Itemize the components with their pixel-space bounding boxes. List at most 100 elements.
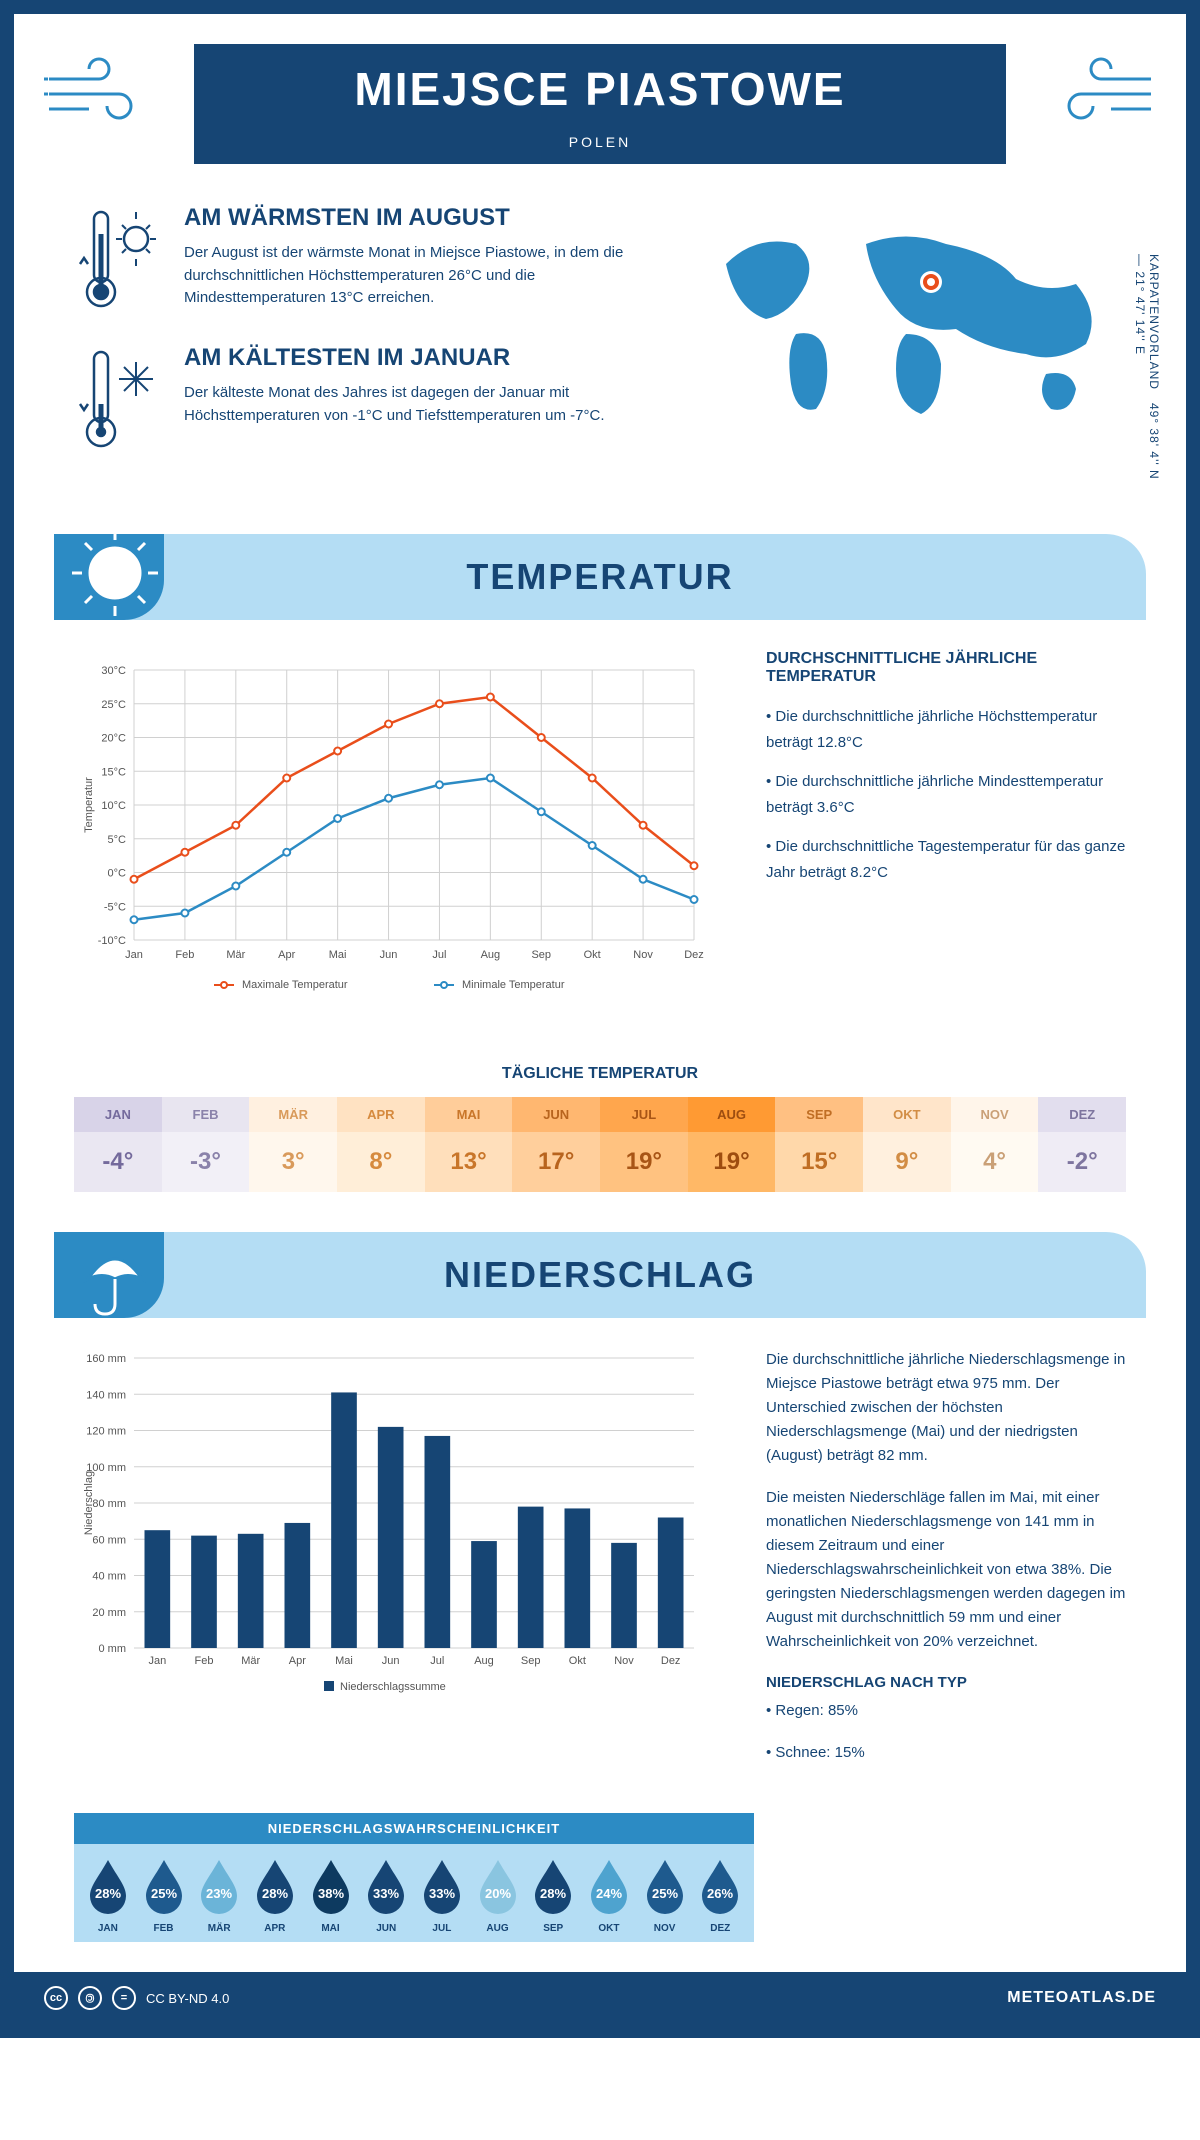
country-subtitle: POLEN xyxy=(194,134,1006,150)
prob-cell: 33%JUL xyxy=(414,1856,470,1934)
wind-icon-left xyxy=(44,49,174,139)
precip-p1: Die durchschnittliche jährliche Niedersc… xyxy=(766,1348,1126,1468)
coldest-block: AM KÄLTESTEN IM JANUAR Der kälteste Mona… xyxy=(74,344,666,454)
coldest-text: Der kälteste Monat des Jahres ist dagege… xyxy=(184,382,666,427)
svg-text:Aug: Aug xyxy=(474,1655,494,1667)
svg-text:20°C: 20°C xyxy=(101,733,126,745)
svg-text:Apr: Apr xyxy=(278,949,295,961)
warmest-title: AM WÄRMSTEN IM AUGUST xyxy=(184,204,666,232)
daily-cell: MAI13° xyxy=(425,1097,513,1192)
svg-text:Sep: Sep xyxy=(531,949,551,961)
svg-text:Nov: Nov xyxy=(633,949,653,961)
prob-cell: 23%MÄR xyxy=(191,1856,247,1934)
svg-text:Mai: Mai xyxy=(335,1655,353,1667)
temperature-title: TEMPERATUR xyxy=(54,556,1146,598)
svg-text:0°C: 0°C xyxy=(108,868,127,880)
daily-cell: NOV4° xyxy=(951,1097,1039,1192)
daily-cell: JAN-4° xyxy=(74,1097,162,1192)
svg-text:Mär: Mär xyxy=(226,949,245,961)
svg-text:15°C: 15°C xyxy=(101,766,126,778)
svg-text:Jan: Jan xyxy=(125,949,143,961)
svg-text:Okt: Okt xyxy=(584,949,601,961)
svg-text:33%: 33% xyxy=(429,1886,455,1901)
page-header: MIEJSCE PIASTOWE POLEN xyxy=(194,44,1006,164)
prob-cell: 26%DEZ xyxy=(692,1856,748,1934)
svg-text:Dez: Dez xyxy=(684,949,704,961)
svg-text:Aug: Aug xyxy=(481,949,501,961)
svg-text:-5°C: -5°C xyxy=(104,901,126,913)
daily-cell: JUL19° xyxy=(600,1097,688,1192)
daily-cell: JUN17° xyxy=(512,1097,600,1192)
warmest-text: Der August ist der wärmste Monat in Miej… xyxy=(184,242,666,310)
svg-text:24%: 24% xyxy=(596,1886,622,1901)
prob-cell: 25%NOV xyxy=(637,1856,693,1934)
precip-p2: Die meisten Niederschläge fallen im Mai,… xyxy=(766,1486,1126,1654)
svg-text:30°C: 30°C xyxy=(101,665,126,677)
svg-text:28%: 28% xyxy=(95,1886,121,1901)
svg-text:26%: 26% xyxy=(707,1886,733,1901)
precip-type-0: • Regen: 85% xyxy=(766,1699,1126,1723)
temperature-line-chart: -10°C-5°C0°C5°C10°C15°C20°C25°C30°CJanFe… xyxy=(74,650,726,1015)
by-icon: 🄯 xyxy=(78,1986,102,2010)
prob-cell: 28%JAN xyxy=(80,1856,136,1934)
svg-text:Mai: Mai xyxy=(329,949,347,961)
svg-text:Niederschlagssumme: Niederschlagssumme xyxy=(340,1681,446,1693)
license-block: cc 🄯 = CC BY-ND 4.0 xyxy=(44,1986,229,2010)
svg-text:Jun: Jun xyxy=(382,1655,400,1667)
site-name: METEOATLAS.DE xyxy=(1007,1989,1156,2007)
svg-text:23%: 23% xyxy=(206,1886,232,1901)
temp-bullet-2: • Die durchschnittliche Tagestemperatur … xyxy=(766,834,1126,885)
svg-text:40 mm: 40 mm xyxy=(92,1571,126,1583)
temp-info-title: DURCHSCHNITTLICHE JÄHRLICHE TEMPERATUR xyxy=(766,650,1126,686)
svg-text:25%: 25% xyxy=(150,1886,176,1901)
svg-text:Nov: Nov xyxy=(614,1655,634,1667)
svg-text:Jul: Jul xyxy=(432,949,446,961)
svg-text:20%: 20% xyxy=(485,1886,511,1901)
prob-title: NIEDERSCHLAGSWAHRSCHEINLICHKEIT xyxy=(74,1813,754,1844)
thermometer-snow-icon xyxy=(74,344,164,454)
svg-text:Sep: Sep xyxy=(521,1655,541,1667)
prob-cell: 38%MAI xyxy=(303,1856,359,1934)
daily-cell: OKT9° xyxy=(863,1097,951,1192)
prob-cell: 20%AUG xyxy=(470,1856,526,1934)
sun-icon xyxy=(68,526,163,621)
daily-cell: MÄR3° xyxy=(249,1097,337,1192)
temp-bullet-0: • Die durchschnittliche jährliche Höchst… xyxy=(766,704,1126,755)
precipitation-info: Die durchschnittliche jährliche Niedersc… xyxy=(766,1348,1126,1783)
precipitation-title: NIEDERSCHLAG xyxy=(54,1254,1146,1296)
prob-cell: 24%OKT xyxy=(581,1856,637,1934)
precipitation-bar-chart: 0 mm20 mm40 mm60 mm80 mm100 mm120 mm140 … xyxy=(74,1348,726,1783)
daily-cell: SEP15° xyxy=(775,1097,863,1192)
svg-text:33%: 33% xyxy=(373,1886,399,1901)
thermometer-sun-icon xyxy=(74,204,164,314)
svg-text:25°C: 25°C xyxy=(101,699,126,711)
temperature-info: DURCHSCHNITTLICHE JÄHRLICHE TEMPERATUR •… xyxy=(766,650,1126,1015)
svg-text:140 mm: 140 mm xyxy=(86,1389,126,1401)
svg-text:Temperatur: Temperatur xyxy=(83,777,95,833)
prob-cell: 33%JUN xyxy=(358,1856,414,1934)
svg-text:28%: 28% xyxy=(540,1886,566,1901)
warmest-block: AM WÄRMSTEN IM AUGUST Der August ist der… xyxy=(74,204,666,314)
svg-text:25%: 25% xyxy=(652,1886,678,1901)
svg-text:Jun: Jun xyxy=(380,949,398,961)
world-map-icon xyxy=(706,204,1126,444)
svg-text:160 mm: 160 mm xyxy=(86,1353,126,1365)
svg-text:Okt: Okt xyxy=(569,1655,586,1667)
coldest-title: AM KÄLTESTEN IM JANUAR xyxy=(184,344,666,372)
daily-cell: AUG19° xyxy=(688,1097,776,1192)
svg-text:Feb: Feb xyxy=(175,949,194,961)
precip-type-1: • Schnee: 15% xyxy=(766,1741,1126,1765)
svg-text:38%: 38% xyxy=(318,1886,344,1901)
precip-type-title: NIEDERSCHLAG NACH TYP xyxy=(766,1674,1126,1691)
license-text: CC BY-ND 4.0 xyxy=(146,1991,229,2006)
svg-text:0 mm: 0 mm xyxy=(99,1643,127,1655)
world-map-block: KARPATENVORLAND 49° 38' 4'' N — 21° 47' … xyxy=(706,204,1126,484)
svg-text:Maximale Temperatur: Maximale Temperatur xyxy=(242,979,348,991)
svg-text:Jan: Jan xyxy=(148,1655,166,1667)
nd-icon: = xyxy=(112,1986,136,2010)
precipitation-section-header: NIEDERSCHLAG xyxy=(54,1232,1146,1318)
svg-text:5°C: 5°C xyxy=(108,834,127,846)
prob-cell: 28%APR xyxy=(247,1856,303,1934)
prob-cell: 25%FEB xyxy=(136,1856,192,1934)
prob-cell: 28%SEP xyxy=(525,1856,581,1934)
